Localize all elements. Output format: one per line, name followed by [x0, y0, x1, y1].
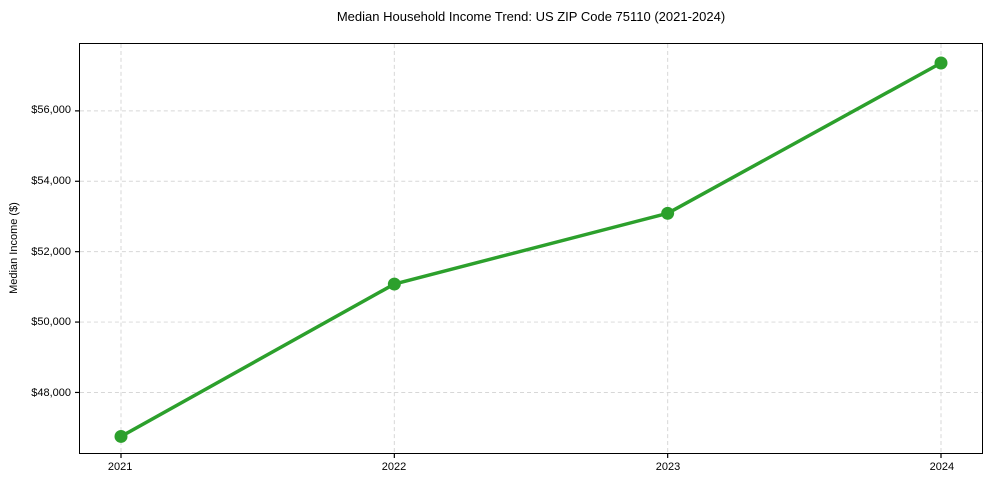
y-tick-label: $48,000 — [31, 387, 71, 400]
plot-area — [75, 43, 983, 458]
y-tick-label: $54,000 — [31, 174, 71, 187]
income-trend-line — [119, 61, 943, 439]
x-tick-label: 2023 — [655, 461, 681, 473]
y-axis-tick-labels: $48,000 $50,000 $52,000 $54,000 $56,000 — [0, 43, 71, 454]
y-tick-label: $50,000 — [31, 316, 71, 329]
y-tick-label: $52,000 — [31, 245, 71, 258]
x-tick-label: 2021 — [107, 461, 133, 473]
data-point-marker — [934, 56, 948, 70]
x-tick-label: 2022 — [381, 461, 407, 473]
x-axis-tick-labels: 2021 2022 2023 2024 — [79, 461, 983, 477]
data-point-marker — [114, 429, 128, 443]
chart-title: Median Household Income Trend: US ZIP Co… — [336, 9, 726, 24]
y-tick-label: $56,000 — [31, 104, 71, 117]
x-tick-label: 2024 — [929, 461, 955, 473]
data-point-marker — [661, 206, 675, 220]
data-point-marker — [387, 277, 401, 291]
line-chart-svg — [75, 44, 982, 458]
